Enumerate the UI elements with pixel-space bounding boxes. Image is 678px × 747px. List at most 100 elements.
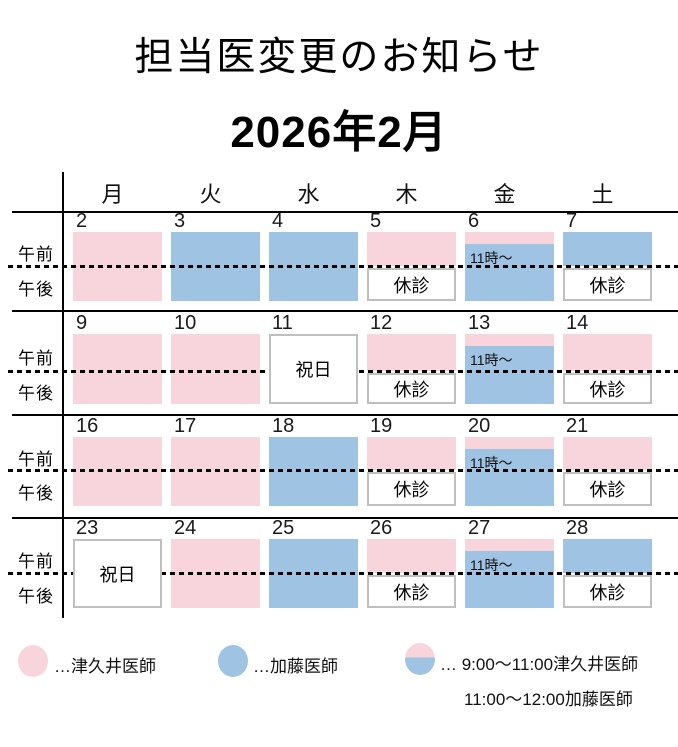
day-cell-26: 休診 bbox=[367, 539, 456, 608]
legend-swatch-split bbox=[405, 643, 435, 675]
day-number: 4 bbox=[272, 210, 284, 232]
day-number: 12 bbox=[370, 312, 393, 334]
slot-tsukui-am bbox=[563, 437, 652, 470]
day-number: 9 bbox=[76, 312, 88, 334]
closed-box: 休診 bbox=[367, 472, 456, 506]
holiday-label: 祝日 bbox=[295, 360, 332, 380]
table-horizontal-line bbox=[12, 211, 678, 213]
legend-label: …津久井医師 bbox=[54, 657, 156, 676]
slot-kato-am bbox=[563, 539, 652, 573]
closed-label: 休診 bbox=[393, 379, 430, 400]
weekday-header: 水 bbox=[297, 182, 320, 207]
from11-label: 11時～ bbox=[470, 352, 513, 368]
ampm-dotted-divider bbox=[8, 469, 678, 472]
day-cell-20: 11時～ bbox=[465, 437, 554, 506]
day-number: 10 bbox=[174, 312, 197, 334]
holiday-label: 祝日 bbox=[99, 564, 136, 585]
holiday-box: 祝日 bbox=[269, 334, 358, 404]
day-cell-28: 休診 bbox=[563, 539, 652, 608]
closed-label: 休診 bbox=[589, 275, 626, 296]
month-title: 2026年2月 bbox=[230, 108, 448, 157]
slot-kato-from11 bbox=[465, 346, 554, 404]
day-number: 5 bbox=[370, 210, 382, 232]
row-label-am: 午前 bbox=[18, 245, 54, 264]
legend-swatch-blue bbox=[218, 645, 248, 677]
day-cell-10 bbox=[171, 334, 260, 404]
row-label-pm: 午後 bbox=[18, 587, 54, 606]
table-horizontal-line bbox=[12, 517, 678, 519]
day-number: 27 bbox=[468, 517, 491, 539]
closed-box: 休診 bbox=[563, 268, 652, 301]
slot-tsukui-allday bbox=[73, 334, 162, 404]
page-title: 担当医変更のお知らせ bbox=[134, 36, 544, 79]
day-number: 17 bbox=[174, 415, 197, 437]
holiday-box: 祝日 bbox=[73, 539, 162, 608]
closed-label: 休診 bbox=[393, 582, 430, 603]
day-number: 19 bbox=[370, 415, 393, 437]
day-number: 13 bbox=[468, 312, 491, 334]
from11-label: 11時～ bbox=[470, 557, 513, 573]
slot-kato-from11 bbox=[465, 244, 554, 301]
row-label-pm: 午後 bbox=[18, 484, 54, 503]
row-label-am: 午前 bbox=[18, 349, 54, 368]
day-cell-12: 休診 bbox=[367, 334, 456, 404]
day-number: 25 bbox=[272, 517, 295, 539]
from11-label: 11時～ bbox=[470, 250, 513, 266]
day-number: 26 bbox=[370, 517, 393, 539]
legend-swatch-pink bbox=[18, 645, 48, 677]
table-horizontal-line bbox=[12, 414, 678, 416]
closed-box: 休診 bbox=[367, 373, 456, 404]
day-cell-11: 祝日 bbox=[269, 334, 358, 404]
slot-tsukui-am bbox=[563, 334, 652, 371]
day-cell-21: 休診 bbox=[563, 437, 652, 506]
day-cell-14: 休診 bbox=[563, 334, 652, 404]
day-number: 20 bbox=[468, 415, 491, 437]
weekday-header: 火 bbox=[199, 182, 222, 207]
row-label-am: 午前 bbox=[18, 552, 54, 571]
ampm-dotted-divider bbox=[8, 572, 678, 575]
slot-kato-from11 bbox=[465, 551, 554, 608]
day-cell-7: 休診 bbox=[563, 232, 652, 301]
closed-box: 休診 bbox=[367, 575, 456, 608]
row-label-pm: 午後 bbox=[18, 384, 54, 403]
day-cell-23: 祝日 bbox=[73, 539, 162, 608]
day-number: 3 bbox=[174, 210, 186, 232]
legend-label-line2: 11:00～12:00加藤医師 bbox=[464, 690, 633, 709]
weekday-header: 木 bbox=[395, 182, 418, 207]
slot-tsukui-am bbox=[367, 334, 456, 371]
legend-label: …加藤医師 bbox=[253, 657, 338, 676]
day-cell-19: 休診 bbox=[367, 437, 456, 506]
day-number: 28 bbox=[566, 517, 589, 539]
day-cell-5: 休診 bbox=[367, 232, 456, 301]
slot-tsukui-am bbox=[367, 232, 456, 266]
slot-tsukui-9to11 bbox=[465, 334, 554, 346]
slot-tsukui-9to11 bbox=[465, 437, 554, 449]
day-number: 7 bbox=[566, 210, 578, 232]
day-number: 2 bbox=[76, 210, 88, 232]
day-cell-9 bbox=[73, 334, 162, 404]
slot-tsukui-allday bbox=[171, 334, 260, 404]
weekday-header: 月 bbox=[101, 182, 124, 207]
row-label-am: 午前 bbox=[18, 450, 54, 469]
day-number: 16 bbox=[76, 415, 99, 437]
day-number: 24 bbox=[174, 517, 197, 539]
table-vertical-line bbox=[62, 172, 64, 618]
from11-label: 11時～ bbox=[470, 455, 513, 471]
slot-tsukui-am bbox=[367, 437, 456, 470]
day-number: 18 bbox=[272, 415, 295, 437]
day-cell-27: 11時～ bbox=[465, 539, 554, 608]
day-number: 11 bbox=[272, 312, 293, 334]
closed-label: 休診 bbox=[589, 480, 626, 500]
ampm-dotted-divider bbox=[8, 265, 678, 268]
slot-kato-am bbox=[563, 232, 652, 266]
table-horizontal-line bbox=[12, 310, 678, 312]
day-cell-13: 11時～ bbox=[465, 334, 554, 404]
slot-tsukui-9to11 bbox=[465, 232, 554, 244]
row-label-pm: 午後 bbox=[18, 280, 54, 299]
slot-tsukui-am bbox=[367, 539, 456, 573]
closed-label: 休診 bbox=[393, 480, 430, 500]
day-number: 23 bbox=[76, 517, 99, 539]
closed-label: 休診 bbox=[589, 379, 626, 400]
weekday-header: 土 bbox=[591, 182, 614, 207]
